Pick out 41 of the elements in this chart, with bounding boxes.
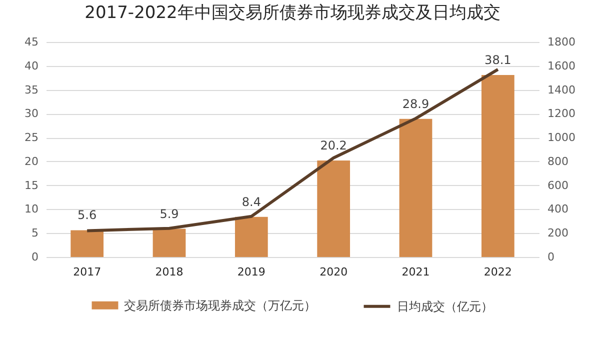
y-tick-label: 25 [24,131,38,144]
bar [317,160,350,257]
bar [152,228,186,257]
y2-tick-label: 1400 [548,83,576,96]
y2-tick-label: 600 [548,178,568,192]
bar [234,216,268,257]
data-label: 28.9 [402,96,430,111]
y2-tick-label: 400 [548,202,568,216]
y-tick-label: 40 [24,59,38,72]
y2-tick-label: 1200 [548,107,576,120]
bar [399,118,432,257]
y-tick-label: 5 [32,226,38,240]
bar [70,230,104,257]
data-label: 38.1 [484,52,512,67]
y2-tick-label: 0 [548,250,554,264]
y-tick-label: 45 [24,36,38,48]
legend-label: 日均成交（亿元） [397,299,493,314]
data-label: 5.6 [78,208,97,222]
x-tick-label: 2020 [320,266,348,278]
x-tick-label: 2022 [484,266,512,278]
y2-tick-label: 1800 [548,36,576,48]
y-tick-label: 10 [24,202,38,216]
y2-tick-label: 200 [548,226,568,240]
bar [481,74,514,257]
legend-label: 交易所债券市场现券成交（万亿元） [124,298,316,312]
x-tick-label: 2017 [73,266,102,278]
y-tick-label: 20 [24,154,38,168]
y-tick-label: 30 [24,107,38,120]
data-label: 5.9 [160,206,179,221]
chart-title: 2017-2022年中国交易所债券市场现券成交及日均成交 [84,3,500,23]
y2-tick-label: 1000 [548,131,576,144]
y-tick-label: 0 [32,250,38,264]
data-label: 20.2 [320,138,347,152]
x-tick-label: 2021 [402,266,430,278]
y2-tick-label: 1600 [548,59,576,72]
y2-tick-label: 800 [548,154,568,168]
data-label: 8.4 [242,194,261,209]
x-tick-label: 2019 [237,266,266,278]
y-tick-label: 15 [24,178,38,192]
y-tick-label: 35 [24,83,38,96]
x-tick-label: 2018 [155,266,184,278]
